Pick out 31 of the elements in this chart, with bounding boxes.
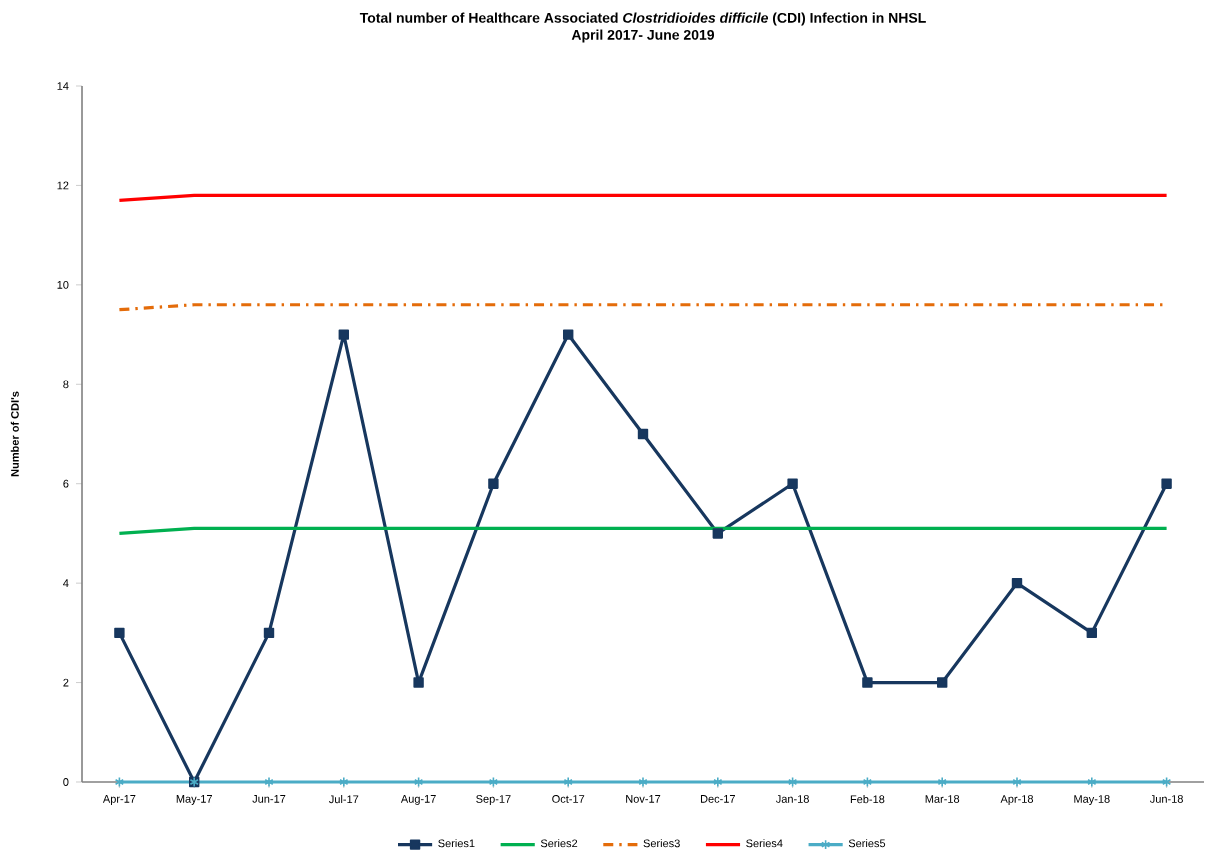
y-tick-label: 2 [63,678,69,687]
x-tick-label: Oct-17 [552,795,585,803]
y-tick-label: 12 [57,181,69,190]
x-tick-label: Jan-18 [775,795,809,803]
x-tick-label: Feb-18 [850,795,885,804]
x-tick-label: Dec-17 [700,795,735,803]
x-tick-label: Jun-18 [1149,795,1183,803]
legend-label: Series5 [848,839,886,848]
x-tick-label: May-17 [176,795,212,805]
y-tick-label: 0 [63,778,69,786]
x-tick-label: Aug-17 [400,795,436,805]
y-axis-title: Number of CDI's [10,391,19,477]
y-tick-label: 8 [63,380,69,389]
x-tick-label: Mar-18 [925,795,960,803]
x-tick-label: Nov-17 [626,795,661,803]
y-tick-label: 4 [63,579,69,587]
y-tick-label: 6 [63,479,69,488]
chart-title: Total number of Healthcare Associated Clostridioides difficile (CDI) Infection in NHSL [359,12,926,26]
legend-label: Series4 [746,839,783,848]
x-tick-label: Jul-17 [328,795,359,804]
legend-label: Series1 [438,839,475,848]
y-tick-label: 10 [57,280,69,289]
x-tick-label: Sep-17 [476,795,511,806]
y-tick-label: 14 [57,82,69,90]
x-tick-label: Apr-17 [102,795,136,805]
x-tick-label: May-18 [1074,795,1110,806]
legend-label: Series3 [643,839,680,848]
legend-label: Series2 [540,839,578,848]
x-tick-label: Apr-18 [1000,795,1034,806]
chart-subtitle: April 2017- June 2019 [571,29,715,43]
x-tick-label: Jun-17 [252,795,286,803]
